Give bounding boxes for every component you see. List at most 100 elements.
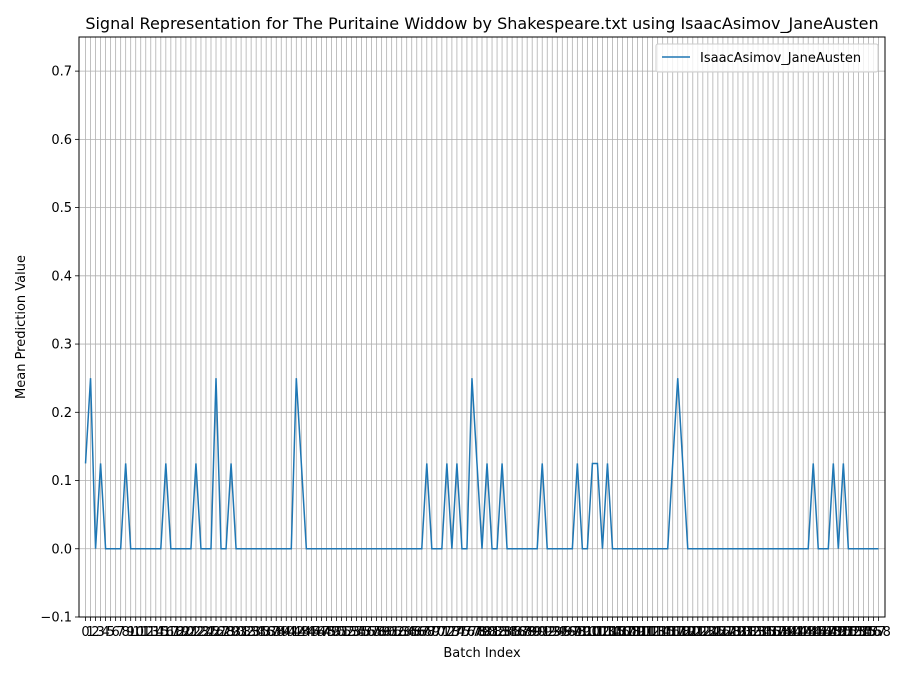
x-tick-label: 119	[670, 625, 695, 640]
x-tick-label: 0	[81, 625, 89, 640]
x-tick-label: 157	[861, 625, 886, 640]
x-tick-label: 84	[499, 625, 516, 640]
x-tick-label: 72	[439, 625, 456, 640]
x-tick-label: 29	[223, 625, 240, 640]
y-tick-label: 0.0	[51, 542, 72, 557]
x-tick-label: 25	[203, 625, 220, 640]
x-tick-label: 59	[373, 625, 390, 640]
x-tick-label: 78	[469, 625, 486, 640]
x-tick-label: 132	[736, 625, 761, 640]
x-tick-label: 82	[489, 625, 506, 640]
x-tick-label: 131	[731, 625, 756, 640]
x-tick-label: 47	[313, 625, 330, 640]
x-tick-label: 87	[514, 625, 531, 640]
y-tick-label: −0.1	[40, 611, 72, 626]
x-tick-label: 19	[173, 625, 190, 640]
x-tick-label: 40	[278, 625, 295, 640]
x-tick-label: 92	[539, 625, 556, 640]
x-tick-label: 154	[846, 625, 871, 640]
x-tick-label: 96	[559, 625, 576, 640]
x-tick-label: 42	[288, 625, 305, 640]
x-tick-label: 134	[746, 625, 771, 640]
x-tick-label: 58	[368, 625, 385, 640]
x-tick-label: 52	[338, 625, 355, 640]
x-tick-label: 38	[268, 625, 285, 640]
y-axis-label: Mean Prediction Value	[14, 255, 29, 399]
x-tick-label: 31	[233, 625, 250, 640]
x-tick-label: 4	[101, 625, 109, 640]
x-tick-label: 110	[625, 625, 650, 640]
x-tick-label: 124	[695, 625, 720, 640]
x-tick-label: 37	[263, 625, 280, 640]
x-tick-label: 77	[464, 625, 481, 640]
x-tick-label: 39	[273, 625, 290, 640]
x-tick-label: 95	[554, 625, 571, 640]
x-tick-label: 144	[796, 625, 821, 640]
x-tick-label: 3	[96, 625, 104, 640]
legend: IsaacAsimov_JaneAusten	[655, 43, 879, 73]
x-tick-label: 139	[771, 625, 796, 640]
y-tick-label: 0.7	[51, 65, 72, 80]
x-tick-label: 142	[786, 625, 811, 640]
x-tick-label: 48	[318, 625, 335, 640]
x-tick-label: 151	[831, 625, 856, 640]
x-tick-label: 67	[414, 625, 431, 640]
x-tick-label: 152	[836, 625, 861, 640]
x-tick-label: 10	[127, 625, 144, 640]
x-tick-label: 153	[841, 625, 866, 640]
x-tick-label: 50	[328, 625, 345, 640]
x-tick-label: 103	[590, 625, 615, 640]
x-tick-label: 23	[193, 625, 210, 640]
x-tick-label: 30	[228, 625, 245, 640]
x-tick-label: 17	[163, 625, 180, 640]
x-tick-label: 36	[258, 625, 275, 640]
chart-title: Signal Representation for The Puritaine …	[85, 14, 878, 34]
x-tick-label: 121	[680, 625, 705, 640]
x-tick-label: 16	[158, 625, 175, 640]
x-tick-label: 15	[153, 625, 170, 640]
x-tick-label: 104	[595, 625, 620, 640]
x-tick-label: 85	[504, 625, 521, 640]
y-tick-label: 0.3	[51, 338, 72, 353]
x-tick-label: 26	[208, 625, 225, 640]
x-tick-label: 97	[564, 625, 581, 640]
x-tick-label: 126	[705, 625, 730, 640]
y-tick-label: 0.4	[51, 269, 72, 284]
x-tick-label: 127	[710, 625, 735, 640]
x-tick-label: 143	[791, 625, 816, 640]
x-tick-label: 55	[353, 625, 370, 640]
x-tick-label: 123	[690, 625, 715, 640]
y-tick-label: 0.1	[51, 474, 72, 489]
x-tick-label: 66	[408, 625, 425, 640]
x-tick-label: 93	[544, 625, 561, 640]
x-tick-label: 114	[645, 625, 670, 640]
x-tick-label: 120	[675, 625, 700, 640]
x-tick-label: 63	[393, 625, 410, 640]
x-tick-label: 7	[117, 625, 125, 640]
x-tick-label: 43	[293, 625, 310, 640]
x-tick-label: 89	[524, 625, 541, 640]
x-tick-label: 101	[580, 625, 605, 640]
x-tick-label: 5	[106, 625, 114, 640]
x-tick-label: 46	[308, 625, 325, 640]
x-tick-label: 21	[183, 625, 200, 640]
y-axis-ticks: −0.1 0.0 0.1 0.2 0.3 0.4 0.5 0.6 0.7	[40, 65, 79, 626]
series-line	[84, 378, 879, 550]
x-tick-label: 150	[826, 625, 851, 640]
x-tick-label: 71	[434, 625, 451, 640]
x-tick-label: 118	[665, 625, 690, 640]
x-tick-label: 64	[398, 625, 415, 640]
x-tick-label: 86	[509, 625, 526, 640]
x-tick-label: 113	[640, 625, 665, 640]
x-tick-label: 106	[605, 625, 630, 640]
y-tick-label: 0.2	[51, 406, 72, 421]
x-tick-label: 80	[479, 625, 496, 640]
x-tick-label: 75	[454, 625, 471, 640]
x-tick-label: 60	[378, 625, 395, 640]
x-tick-label: 33	[243, 625, 260, 640]
x-tick-label: 111	[630, 625, 655, 640]
x-tick-label: 107	[610, 625, 635, 640]
legend-label: IsaacAsimov_JaneAusten	[700, 51, 861, 66]
x-tick-label: 61	[383, 625, 400, 640]
